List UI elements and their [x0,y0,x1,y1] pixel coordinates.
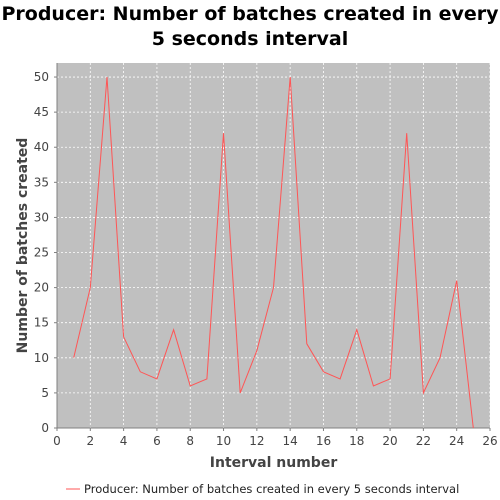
x-tick-label: 10 [216,434,231,448]
x-tick-label: 22 [416,434,431,448]
y-tick-label: 5 [41,386,49,400]
x-tick-label: 26 [482,434,497,448]
x-tick-label: 18 [349,434,364,448]
x-tick-label: 20 [382,434,397,448]
y-tick-label: 15 [34,316,49,330]
series-layer [73,76,474,429]
x-tick-label: 14 [283,434,298,448]
x-tick-label: 16 [316,434,331,448]
y-tick-label: 40 [34,140,49,154]
plot-area [57,63,490,428]
y-axis-ticks: 0 5 10 15 20 25 30 35 40 45 50 [34,70,57,435]
x-tick-label: 2 [86,434,94,448]
x-tick-label: 12 [249,434,264,448]
y-tick-label: 30 [34,210,49,224]
x-axis-label: Interval number [210,455,338,471]
x-tick-label: 4 [120,434,128,448]
legend: Producer: Number of batches created in e… [66,482,459,496]
series-line [73,76,474,429]
x-tick-label: 8 [186,434,194,448]
y-tick-label: 0 [41,421,49,435]
y-tick-label: 20 [34,281,49,295]
y-tick-label: 45 [34,105,49,119]
chart-title: Producer: Number of batches created in e… [1,3,499,50]
y-tick-label: 10 [34,351,49,365]
x-tick-label: 24 [449,434,464,448]
y-tick-label: 50 [34,70,49,84]
x-tick-label: 0 [53,434,61,448]
y-tick-label: 35 [34,175,49,189]
x-tick-label: 6 [153,434,161,448]
grid-lines [57,63,491,428]
y-tick-label: 25 [34,246,49,260]
x-axis-ticks: 0 2 4 6 8 10 12 14 16 18 20 22 24 26 [53,428,498,448]
legend-label: Producer: Number of batches created in e… [84,482,459,496]
y-axis-label: Number of batches created [15,138,31,354]
